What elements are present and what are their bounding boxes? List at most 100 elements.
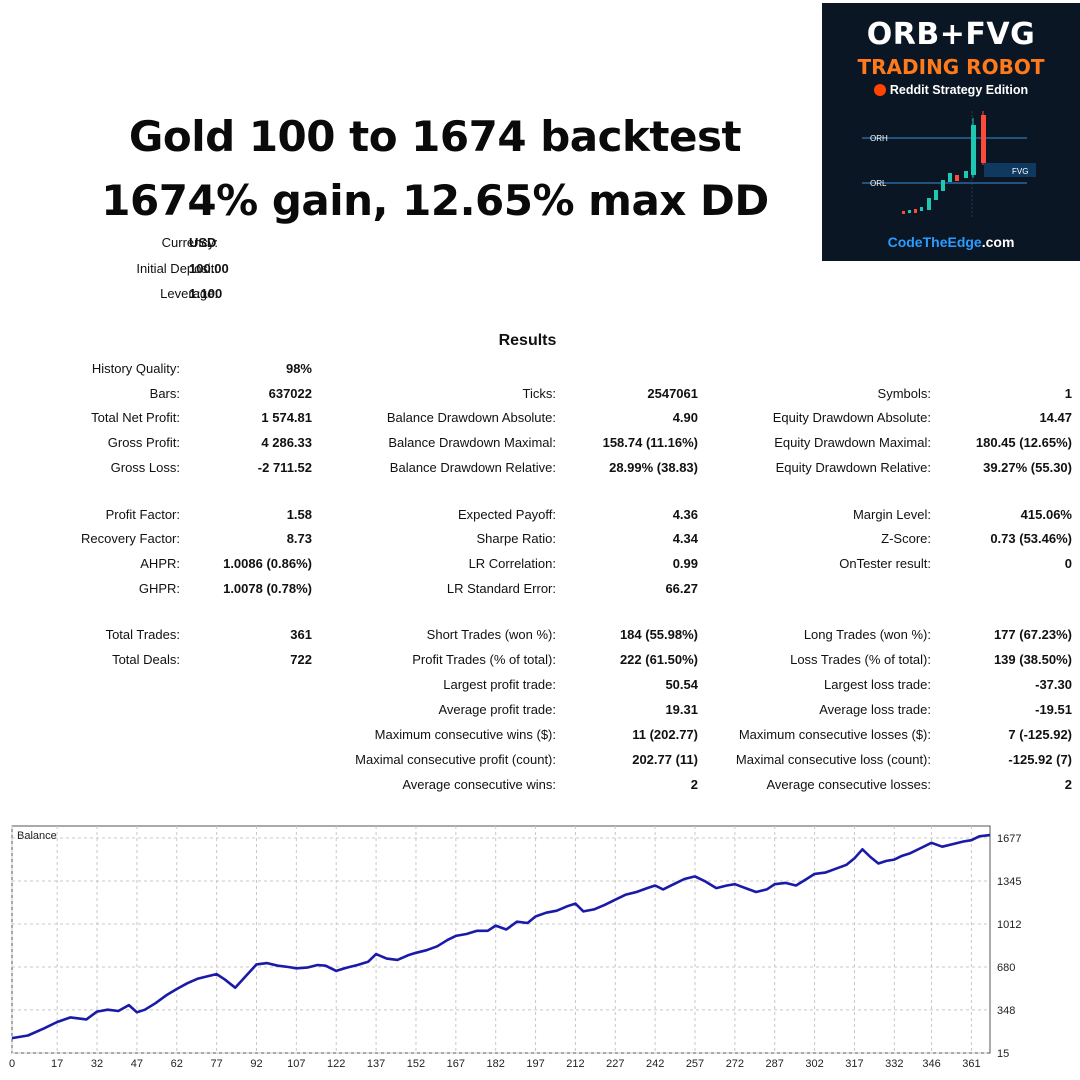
balance-dd-maximal-value: 158.74 (11.16%)	[602, 435, 698, 450]
max-consecutive-losses-label: Maximum consecutive losses ($):	[738, 727, 931, 742]
recovery-factor-label: Recovery Factor:	[81, 531, 180, 546]
balance-dd-relative-value: 28.99% (38.83)	[609, 460, 698, 475]
total-trades-value: 361	[290, 627, 312, 642]
promo-subtitle: TRADING ROBOT	[857, 55, 1045, 79]
brand-main: CodeTheEdge	[887, 234, 982, 250]
margin-level-label: Margin Level:	[852, 507, 931, 522]
balance-chart: 0 17 32 47 62 77 92 107 122 137 152 167 182 197 212 227…	[0, 820, 1080, 1080]
gross-profit-value: 4 286.33	[261, 435, 312, 450]
sharpe-ratio-label: Sharpe Ratio:	[476, 531, 557, 546]
long-trades-label: Long Trades (won %):	[803, 627, 931, 642]
equity-dd-maximal-value: 180.45 (12.65%)	[975, 435, 1072, 450]
total-deals-label: Total Deals:	[112, 652, 180, 667]
expected-payoff-label: Expected Payoff:	[457, 507, 556, 522]
average-consecutive-losses-label: Average consecutive losses:	[766, 777, 931, 792]
x-tick-label: 227	[606, 1058, 624, 1070]
largest-loss-trade-value: -37.30	[1035, 677, 1072, 692]
max-consecutive-wins-value: 11 (202.77)	[632, 727, 698, 742]
currency-label: Currency:	[161, 235, 218, 250]
x-tick-label: 137	[367, 1058, 385, 1070]
total-net-profit-value: 1 574.81	[261, 410, 312, 425]
margin-level-value: 415.06%	[1020, 507, 1072, 522]
average-profit-trade-label: Average profit trade:	[438, 702, 556, 717]
bars-value: 637022	[268, 386, 312, 401]
reddit-icon	[873, 84, 886, 96]
z-score-label: Z-Score:	[881, 531, 931, 546]
y-tick-label: 680	[997, 962, 1015, 974]
brand-tld: .com	[981, 234, 1015, 250]
x-tick-label: 242	[646, 1058, 664, 1070]
promo-brand: CodeTheEdge.com	[822, 234, 1080, 250]
y-tick-label: 15	[997, 1048, 1009, 1060]
x-tick-label: 317	[845, 1058, 863, 1070]
maximal-consecutive-loss-label: Maximal consecutive loss (count):	[735, 752, 931, 767]
ahpr-value: 1.0086 (0.86%)	[223, 556, 312, 571]
equity-dd-absolute-value: 14.47	[1039, 410, 1072, 425]
x-tick-label: 182	[487, 1058, 505, 1070]
ticks-label: Ticks:	[522, 386, 556, 401]
results-heading: Results	[498, 332, 557, 349]
maximal-consecutive-profit-value: 202.77 (11)	[632, 752, 698, 767]
short-trades-label: Short Trades (won %):	[426, 627, 556, 642]
long-trades-value: 177 (67.23%)	[993, 627, 1072, 642]
x-tick-label: 77	[211, 1058, 223, 1070]
symbols-label: Symbols:	[877, 386, 931, 401]
y-tick-label: 1677	[997, 833, 1021, 845]
x-tick-label: 152	[407, 1058, 425, 1070]
average-profit-trade-value: 19.31	[665, 702, 698, 717]
max-consecutive-losses-value: 7 (-125.92)	[1008, 727, 1072, 742]
initial-deposit-value: 100.00	[189, 261, 229, 276]
x-tick-label: 92	[250, 1058, 262, 1070]
balance-dd-relative-label: Balance Drawdown Relative:	[389, 460, 556, 475]
balance-dd-maximal-label: Balance Drawdown Maximal:	[388, 435, 556, 450]
ontester-result-value: 0	[1064, 556, 1072, 571]
average-consecutive-wins-value: 2	[690, 777, 698, 792]
x-tick-label: 62	[171, 1058, 183, 1070]
promo-title: ORB+FVG	[866, 17, 1036, 52]
equity-dd-relative-value: 39.27% (55.30)	[983, 460, 1072, 475]
recovery-factor-value: 8.73	[286, 531, 312, 546]
balance-dd-absolute-value: 4.90	[672, 410, 698, 425]
x-tick-label: 212	[566, 1058, 584, 1070]
leverage-label: Leverage:	[160, 286, 218, 301]
lr-standard-error-value: 66.27	[665, 581, 698, 596]
x-tick-label: 197	[526, 1058, 544, 1070]
chart-plot-area	[11, 825, 991, 1054]
orh-label: ORH	[870, 134, 888, 143]
short-trades-value: 184 (55.98%)	[619, 627, 698, 642]
chart-title: Balance	[17, 830, 57, 842]
x-tick-label: 122	[327, 1058, 345, 1070]
symbols-value: 1	[1064, 386, 1072, 401]
x-tick-label: 272	[726, 1058, 744, 1070]
x-tick-label: 0	[9, 1058, 15, 1070]
largest-loss-trade-label: Largest loss trade:	[824, 677, 931, 692]
lr-correlation-value: 0.99	[672, 556, 698, 571]
profit-trades-label: Profit Trades (% of total):	[412, 652, 556, 667]
x-tick-label: 107	[287, 1058, 305, 1070]
ontester-result-label: OnTester result:	[839, 556, 931, 571]
expected-payoff-value: 4.36	[672, 507, 698, 522]
headline-line-2: 1674% gain, 12.65% max DD	[101, 176, 769, 225]
x-tick-label: 361	[962, 1058, 980, 1070]
average-consecutive-losses-value: 2	[1064, 777, 1072, 792]
gross-loss-label: Gross Loss:	[110, 460, 180, 475]
candles	[902, 111, 986, 214]
maximal-consecutive-loss-value: -125.92 (7)	[1008, 752, 1072, 767]
promo-edition: Reddit Strategy Edition	[822, 83, 1080, 97]
balance-chart-svg: 0 17 32 47 62 77 92 107 122 137 152 167 182 197 212 227…	[9, 825, 1021, 1070]
x-tick-label: 302	[805, 1058, 823, 1070]
lr-correlation-label: LR Correlation:	[468, 556, 556, 571]
bars-label: Bars:	[149, 386, 180, 401]
balance-dd-absolute-label: Balance Drawdown Absolute:	[386, 410, 556, 425]
total-deals-value: 722	[290, 652, 312, 667]
x-tick-label: 287	[766, 1058, 784, 1070]
x-tick-label: 17	[51, 1058, 63, 1070]
headline-line-1: Gold 100 to 1674 backtest	[128, 112, 742, 161]
largest-profit-trade-value: 50.54	[665, 677, 698, 692]
orl-label: ORL	[870, 179, 887, 188]
loss-trades-label: Loss Trades (% of total):	[790, 652, 931, 667]
x-tick-label: 257	[686, 1058, 704, 1070]
x-tick-label: 47	[131, 1058, 143, 1070]
fvg-label: FVG	[1012, 167, 1028, 176]
initial-deposit-label: Initial Deposit:	[136, 261, 218, 276]
